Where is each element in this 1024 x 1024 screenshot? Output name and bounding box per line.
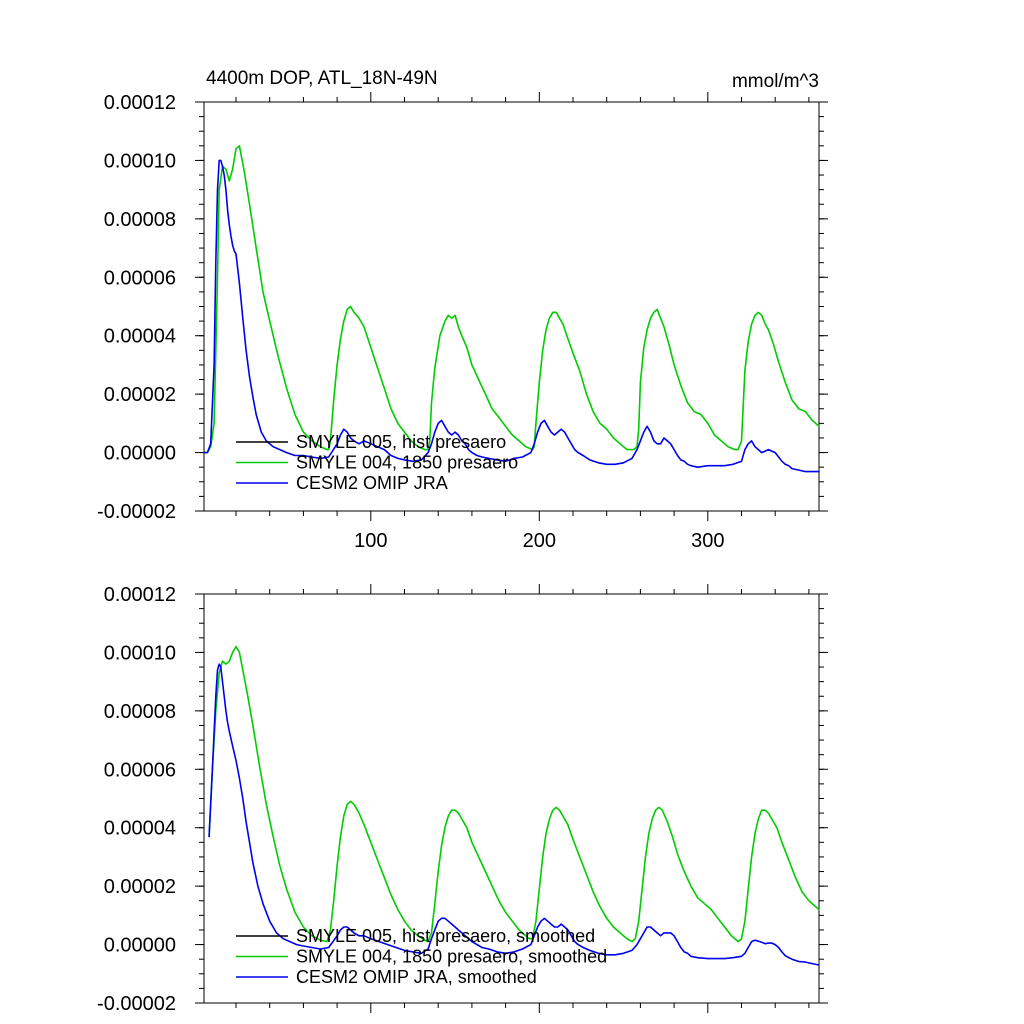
top-series-lines — [203, 145, 820, 473]
bottom-ytick-label: 0.00008 — [104, 701, 176, 723]
bottom-axis-ticks: 0.00012 0.00010 0.00008 0.00006 0.00004 0.000… — [97, 584, 828, 1015]
top-ytick-label: 0.00004 — [104, 326, 176, 348]
bottom-series-line-2 — [208, 645, 820, 943]
top-xtick-label: 300 — [691, 530, 724, 552]
top-legend-label-2: SMYLE 004, 1850 presaero — [296, 453, 518, 473]
bottom-ytick-label: 0.00012 — [104, 584, 176, 606]
top-panel: 4400m DOP, ATL_18N-49N mmol/m^3 0.000120… — [97, 68, 828, 552]
bottom-ytick-label: 0.00002 — [104, 876, 176, 898]
bottom-panel: 0.00012 0.00010 0.00008 0.00006 0.00004 0.000… — [97, 584, 828, 1015]
top-legend-label-1: SMYLE 005, hist presaero — [296, 432, 506, 452]
bottom-ytick-label: 0.00010 — [104, 642, 176, 664]
top-xtick-label: 200 — [523, 530, 556, 552]
bottom-series-line-3 — [208, 663, 820, 966]
top-ytick-label: 0.00002 — [104, 384, 176, 406]
top-panel-units: mmol/m^3 — [732, 71, 819, 92]
bottom-series-lines — [208, 645, 820, 966]
top-series-line-2 — [203, 145, 820, 454]
top-ytick-label: -0.00002 — [97, 501, 176, 523]
top-panel-title: 4400m DOP, ATL_18N-49N — [206, 68, 438, 89]
top-xtick-label: 100 — [354, 530, 387, 552]
bottom-ytick-label: -0.00002 — [97, 993, 176, 1015]
bottom-legend-label-2: SMYLE 004, 1850 presaero, smoothed — [296, 947, 607, 967]
bottom-ytick-label: 0.00006 — [104, 759, 176, 781]
top-ytick-label: 0.00006 — [104, 267, 176, 289]
top-ytick-label: 0.00012 — [104, 92, 176, 114]
top-axis-ticks: 0.00012 0.00010 0.00008 0.00006 0.00004 0.000… — [97, 92, 828, 552]
top-ytick-label: 0.00010 — [104, 150, 176, 172]
top-legend-label-3: CESM2 OMIP JRA — [296, 473, 448, 493]
bottom-legend-label-1: SMYLE 005, hist presaero, smoothed — [296, 926, 595, 946]
top-series-line-3 — [203, 159, 820, 473]
bottom-ytick-label: 0.00000 — [104, 935, 176, 957]
bottom-legend-label-3: CESM2 OMIP JRA, smoothed — [296, 967, 537, 987]
top-ytick-label: 0.00000 — [104, 443, 176, 465]
bottom-legend: SMYLE 005, hist presaero, smoothedSMYLE … — [236, 926, 607, 987]
bottom-ytick-label: 0.00004 — [104, 818, 176, 840]
top-ytick-label: 0.00008 — [104, 209, 176, 231]
